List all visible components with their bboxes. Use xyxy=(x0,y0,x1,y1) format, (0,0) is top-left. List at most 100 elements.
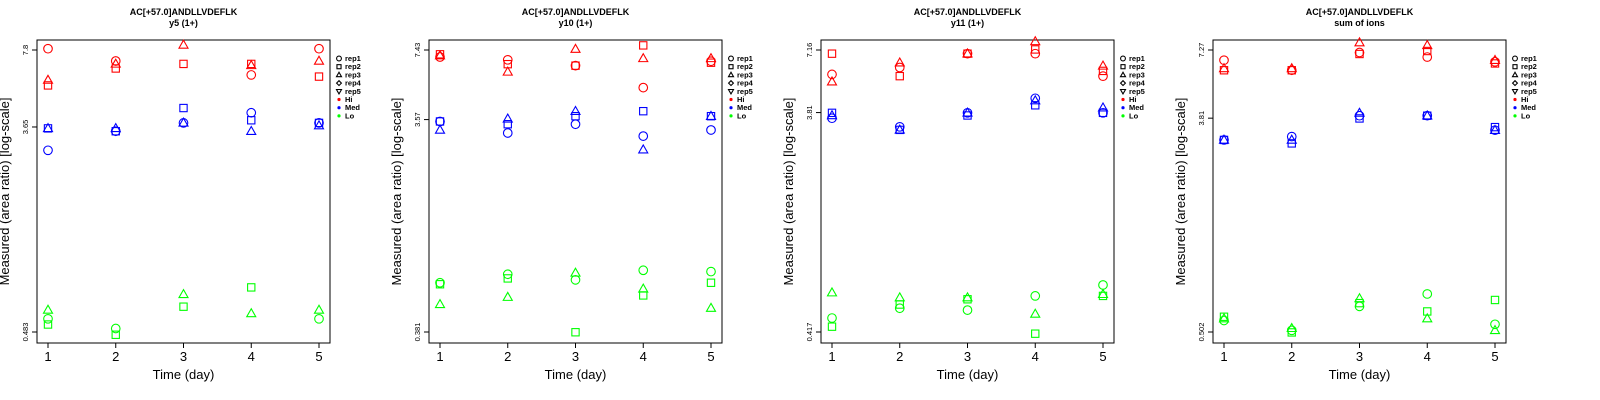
data-point-med-rep3 xyxy=(894,124,906,134)
legend-symbol-hi xyxy=(729,97,733,102)
x-tick-label: 1 xyxy=(1220,349,1227,364)
data-point-lo-rep2 xyxy=(639,291,648,300)
legend-label-rep5: rep5 xyxy=(345,87,361,96)
data-point-hi-rep2 xyxy=(639,41,648,50)
chart-subtitle: y11 (1+) xyxy=(951,18,984,28)
legend-label-hi: Hi xyxy=(345,95,353,104)
data-point-med-rep1 xyxy=(638,131,649,141)
legend-symbol-rep1 xyxy=(1120,55,1126,62)
data-point-hi-rep3 xyxy=(313,55,325,65)
data-point-med-rep3 xyxy=(245,125,257,136)
data-point-hi-rep3 xyxy=(637,52,649,63)
data-point-lo-rep3 xyxy=(434,298,446,309)
x-tick-label: 2 xyxy=(504,349,511,364)
data-point-med-rep3 xyxy=(637,143,649,154)
data-point-lo-rep1 xyxy=(435,277,445,288)
legend-label-med: Med xyxy=(737,103,752,112)
legend-symbol-lo xyxy=(1121,114,1125,118)
x-axis-label: Time (day) xyxy=(937,367,999,382)
x-tick-label: 4 xyxy=(640,349,647,364)
data-point-med-rep2 xyxy=(1355,114,1364,123)
legend-label-rep3: rep3 xyxy=(737,70,753,79)
data-point-lo-rep3 xyxy=(637,283,649,293)
data-point-med-rep3 xyxy=(1286,134,1298,144)
legend-label-rep1: rep1 xyxy=(1521,54,1537,63)
data-point-hi-rep3 xyxy=(502,66,514,76)
data-point-hi-rep1 xyxy=(1030,48,1041,59)
y-axis-label: Measured (area ratio) [log-scale] xyxy=(1173,98,1188,286)
data-point-hi-rep2 xyxy=(1031,45,1040,54)
data-point-med-rep3 xyxy=(1489,124,1501,134)
legend-label-med: Med xyxy=(345,103,360,112)
legend-symbol-lo xyxy=(337,114,341,118)
x-tick-label: 1 xyxy=(44,349,51,364)
data-point-hi-rep1 xyxy=(1422,52,1433,62)
data-point-med-rep1 xyxy=(1286,131,1297,142)
y-axis-label: Measured (area ratio) [log-scale] xyxy=(389,98,404,286)
y-axis-label: Measured (area ratio) [log-scale] xyxy=(0,98,12,286)
legend-symbol-hi xyxy=(1121,97,1125,102)
data-point-lo-rep3 xyxy=(1097,288,1109,299)
legend-symbol-rep2 xyxy=(1120,64,1126,70)
x-tick-label: 3 xyxy=(964,349,971,364)
y-tick-label: 3.81 xyxy=(805,105,814,120)
y-tick-label: 0.381 xyxy=(413,323,422,342)
legend-symbol-rep5 xyxy=(1511,88,1519,96)
y-tick-label: 3.65 xyxy=(21,120,30,135)
data-point-med-rep3 xyxy=(42,122,54,133)
data-point-hi-rep3 xyxy=(962,47,973,58)
legend-label-med: Med xyxy=(1129,103,1144,112)
legend-symbol-rep2 xyxy=(1512,64,1518,70)
data-point-lo-rep2 xyxy=(435,280,445,289)
chart-subtitle: sum of ions xyxy=(1334,18,1385,28)
data-point-hi-rep2 xyxy=(571,61,580,70)
legend-label-rep2: rep2 xyxy=(345,62,361,71)
data-point-med-rep2 xyxy=(1490,122,1500,132)
legend-label-rep4: rep4 xyxy=(1129,79,1146,88)
data-point-med-rep1 xyxy=(43,145,53,156)
data-point-lo-rep1 xyxy=(894,303,905,314)
data-point-med-rep3 xyxy=(434,124,446,134)
y-tick-label: 7.43 xyxy=(413,43,422,58)
data-point-hi-rep2 xyxy=(827,49,837,58)
legend-label-rep1: rep1 xyxy=(1129,54,1145,63)
legend-symbol-rep4 xyxy=(1119,79,1127,87)
data-point-med-rep2 xyxy=(639,106,648,116)
data-point-lo-rep2 xyxy=(179,302,188,311)
legend-symbol-rep3 xyxy=(1119,71,1127,78)
data-point-med-rep3 xyxy=(178,117,189,127)
x-tick-label: 3 xyxy=(180,349,187,364)
data-point-med-rep1 xyxy=(706,125,716,135)
data-point-lo-rep1 xyxy=(1490,319,1500,330)
legend-label-hi: Hi xyxy=(737,95,745,104)
legend-symbol-rep3 xyxy=(335,71,343,78)
data-point-med-rep1 xyxy=(246,107,257,118)
data-point-hi-rep3 xyxy=(894,56,906,67)
legend-label-lo: Lo xyxy=(737,111,747,120)
legend-symbol-rep5 xyxy=(335,88,343,96)
y-tick-label: 3.81 xyxy=(1197,111,1206,126)
data-point-lo-rep3 xyxy=(42,304,54,314)
data-point-lo-rep1 xyxy=(962,305,973,315)
data-point-med-rep2 xyxy=(571,111,580,121)
data-point-med-rep3 xyxy=(502,112,514,123)
legend-label-rep3: rep3 xyxy=(1129,70,1145,79)
data-point-hi-rep2 xyxy=(179,59,188,69)
data-point-hi-rep3 xyxy=(1421,39,1433,50)
legend-symbol-lo xyxy=(1513,114,1517,118)
data-point-hi-rep3 xyxy=(1489,54,1501,64)
data-point-hi-rep1 xyxy=(827,69,837,80)
x-tick-label: 5 xyxy=(1099,349,1106,364)
legend-symbol-rep2 xyxy=(336,64,342,70)
x-tick-label: 5 xyxy=(315,349,322,364)
data-point-med-rep3 xyxy=(826,109,838,120)
legend-symbol-rep1 xyxy=(1512,55,1518,62)
data-point-hi-rep3 xyxy=(1218,62,1230,73)
legend-label-rep3: rep3 xyxy=(345,70,361,79)
data-point-lo-rep1 xyxy=(706,266,716,277)
data-point-lo-rep3 xyxy=(1421,312,1433,323)
